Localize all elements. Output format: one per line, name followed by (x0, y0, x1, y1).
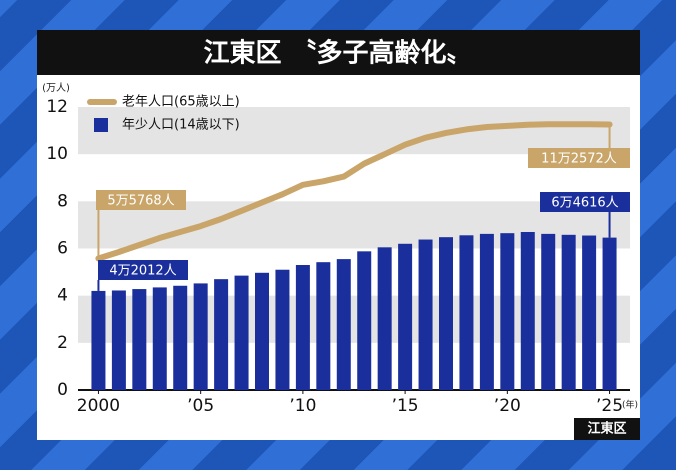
annotation: 6万4616人 (551, 196, 618, 211)
annotation: 11万2572人 (541, 152, 617, 167)
x-tick-label: ’25 (596, 396, 623, 416)
bar (132, 289, 147, 390)
x-tick-label: 2000 (77, 396, 120, 416)
bar (582, 235, 597, 390)
title-bar (37, 30, 640, 75)
bar (214, 279, 229, 390)
y-tick-label: 10 (46, 144, 68, 164)
bar (398, 243, 413, 390)
x-tick-label: ’20 (494, 396, 521, 416)
legend-label: 老年人口(65歳以上) (122, 95, 240, 110)
source-box (574, 418, 640, 440)
bar (295, 265, 310, 390)
bar (418, 239, 433, 390)
bar (357, 251, 372, 390)
y-tick-label: 8 (57, 191, 68, 211)
y-unit: (万人) (42, 82, 70, 94)
annotation-box (96, 190, 186, 210)
bar (377, 247, 392, 390)
bar (193, 283, 208, 390)
bar (541, 233, 556, 390)
line (95, 121, 613, 262)
bar (500, 233, 515, 390)
chart-title: 江東区 〝多子高齢化〟 (203, 38, 472, 69)
bar (255, 272, 269, 390)
bar (602, 237, 617, 390)
bar (275, 269, 290, 390)
x-tick-label: ’15 (392, 396, 419, 416)
y-tick-label: 0 (57, 380, 68, 400)
bar (520, 231, 535, 390)
bar (336, 259, 351, 390)
bar (111, 290, 126, 390)
bar (91, 290, 106, 390)
y-tick-label: 4 (57, 286, 68, 306)
legend-label: 年少人口(14歳以下) (122, 118, 240, 133)
annotation-box (540, 192, 630, 212)
source: 江東区 (587, 421, 626, 437)
annotation: 4万2012人 (109, 264, 176, 279)
grid-band (78, 107, 630, 155)
bar (152, 287, 167, 390)
bar (479, 233, 494, 390)
x-tick-label: ’10 (289, 396, 316, 416)
bar (173, 285, 188, 390)
annotation-box (98, 260, 188, 280)
bar (439, 237, 453, 390)
annotation: 5万5768人 (107, 194, 174, 209)
y-tick-label: 12 (46, 97, 68, 117)
bar (234, 275, 249, 390)
x-unit: (年) (622, 399, 638, 411)
bar (316, 262, 331, 390)
y-tick-label: 2 (57, 333, 68, 353)
x-tick-label: ’05 (187, 396, 214, 416)
bar (561, 234, 576, 390)
annotation-box (528, 148, 630, 168)
legend-swatch (94, 118, 108, 132)
bar (459, 235, 474, 390)
y-tick-label: 6 (57, 239, 68, 259)
grid-band (78, 295, 630, 343)
